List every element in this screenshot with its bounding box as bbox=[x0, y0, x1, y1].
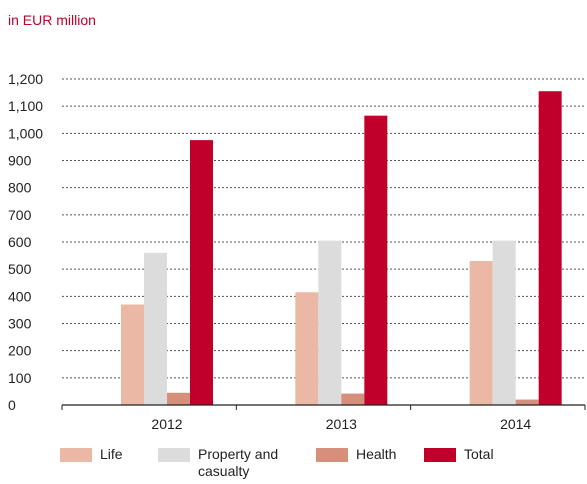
legend-swatch-life bbox=[60, 448, 92, 462]
legend-label-property-and-casualty: Property and casualty bbox=[198, 446, 279, 479]
legend-item-life: Life bbox=[60, 446, 123, 463]
y-tick-label: 700 bbox=[8, 207, 32, 223]
legend-swatch-health bbox=[316, 448, 348, 462]
legend-swatch-property-and-casualty bbox=[158, 448, 190, 462]
bar-life-2014 bbox=[469, 261, 493, 405]
bar-health-2012 bbox=[167, 392, 190, 405]
bar-property-and-casualty-2014 bbox=[492, 240, 516, 405]
legend-item-property-and-casualty: Property and casualty bbox=[158, 446, 298, 480]
bar-total-2013 bbox=[364, 115, 388, 406]
bar-health-2013 bbox=[341, 393, 365, 405]
x-tick-label: 2012 bbox=[151, 416, 182, 432]
bar-life-2013 bbox=[295, 292, 319, 405]
y-tick-label: 200 bbox=[8, 343, 32, 359]
y-tick-label: 500 bbox=[8, 261, 32, 277]
y-tick-label: 1,000 bbox=[8, 125, 43, 141]
x-tick-label: 2013 bbox=[326, 416, 357, 432]
y-tick-label: 900 bbox=[8, 153, 32, 169]
y-tick-label: 1,100 bbox=[8, 98, 43, 114]
bar-life-2012 bbox=[121, 304, 144, 405]
y-tick-label: 800 bbox=[8, 180, 32, 196]
legend-label-health: Health bbox=[356, 446, 397, 462]
y-tick-label: 100 bbox=[8, 370, 32, 386]
x-tick-label: 2014 bbox=[500, 416, 531, 432]
y-tick-label: 300 bbox=[8, 316, 32, 332]
legend-swatch-total bbox=[424, 448, 456, 462]
legend: Life Property and casualty Health Total bbox=[60, 446, 580, 484]
y-tick-label: 1,200 bbox=[8, 71, 43, 87]
bar-health-2014 bbox=[515, 399, 539, 405]
y-tick-label: 400 bbox=[8, 288, 32, 304]
legend-item-health: Health bbox=[316, 446, 396, 463]
y-tick-label: 0 bbox=[8, 397, 16, 413]
y-tick-label: 600 bbox=[8, 234, 32, 250]
legend-item-total: Total bbox=[424, 446, 494, 463]
legend-label-life: Life bbox=[100, 446, 123, 462]
unit-label: in EUR million bbox=[8, 12, 96, 28]
bar-total-2014 bbox=[538, 91, 562, 405]
bar-total-2012 bbox=[190, 140, 213, 405]
bar-property-and-casualty-2013 bbox=[318, 240, 342, 405]
legend-label-total: Total bbox=[464, 446, 494, 462]
bar-property-and-casualty-2012 bbox=[144, 252, 167, 405]
